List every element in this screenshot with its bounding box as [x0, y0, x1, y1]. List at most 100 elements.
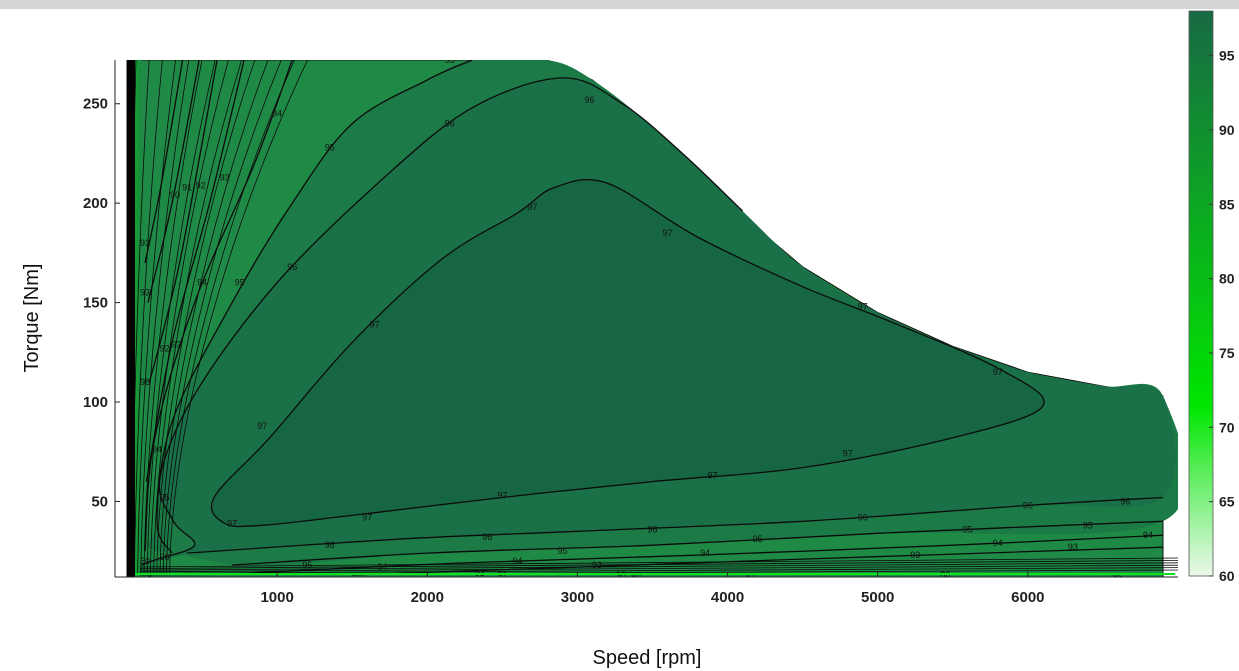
colorbar-tick-label: 65 — [1219, 494, 1235, 510]
colorbar-tick-label: 60 — [1219, 568, 1235, 584]
contour-label-low: 60 — [140, 556, 150, 566]
contour-label-96: 96 — [858, 512, 868, 522]
low-speed-contour — [146, 60, 216, 576]
y-tick-label: 250 — [83, 96, 108, 113]
contour-label-97: 97 — [497, 491, 507, 501]
contour-line-93 — [145, 60, 245, 482]
contour-label-93: 93 — [592, 560, 602, 570]
contour-label-97: 97 — [858, 302, 868, 312]
contour-label-94: 94 — [700, 548, 710, 558]
contour-label-95: 95 — [557, 546, 567, 556]
contour-label-97: 97 — [527, 202, 537, 212]
x-tick-label: 2000 — [411, 589, 444, 606]
low-speed-contour — [140, 60, 190, 576]
contour-label-97: 97 — [993, 367, 1003, 377]
y-tick-label: 150 — [83, 295, 108, 312]
x-tick-label: 1000 — [260, 589, 293, 606]
contour-label-94: 94 — [152, 445, 162, 455]
contour-line-95 — [232, 520, 1164, 566]
low-torque-bright-edge — [135, 573, 1175, 575]
contour-label-96: 96 — [325, 540, 335, 550]
contour-lines — [141, 60, 1164, 576]
contour-label-97: 97 — [257, 421, 267, 431]
contour-label-94: 94 — [993, 538, 1003, 548]
contour-label-97: 97 — [843, 449, 853, 459]
colorbar-gradient — [1188, 10, 1214, 577]
region-97-fill — [211, 179, 1045, 527]
y-tick-label: 200 — [83, 195, 108, 212]
contour-label-95: 95 — [753, 534, 763, 544]
y-tick-label: 100 — [83, 394, 108, 411]
contour-line-94 — [247, 534, 1164, 574]
contour-line-91 — [147, 60, 200, 303]
colorbar-tick-label: 70 — [1219, 419, 1235, 435]
contour-label-93: 93 — [171, 339, 181, 349]
colorbar-tick-label: 80 — [1219, 271, 1235, 287]
contour-label-97: 97 — [370, 320, 380, 330]
contour-line-96 — [187, 496, 1164, 554]
contour-label-95: 95 — [325, 143, 335, 153]
x-tick-label: 5000 — [861, 589, 894, 606]
x-axis-ticks: 1000 2000 3000 4000 5000 6000 — [260, 572, 1045, 606]
contour-label-96: 96 — [287, 262, 297, 272]
contour-label-low: 98 — [140, 377, 150, 387]
low-speed-contour — [156, 60, 256, 576]
contour-label-97: 97 — [362, 512, 372, 522]
colorbar-tick-label: 95 — [1219, 48, 1235, 64]
contour-label-96: 96 — [482, 532, 492, 542]
contour-label-94: 94 — [197, 278, 207, 288]
colorbar: 60 65 70 75 80 85 90 95 — [1188, 10, 1235, 584]
contour-line-97 — [210, 178, 1045, 528]
low-speed-contour — [134, 60, 163, 576]
contour-label-96: 96 — [159, 552, 169, 562]
low-speed-contour — [162, 60, 282, 576]
contour-label-95: 95 — [302, 560, 312, 570]
contour-label-94: 94 — [512, 556, 522, 566]
contour-label-90: 90 — [170, 190, 180, 200]
y-axis-title: Torque [Nm] — [21, 264, 43, 373]
contour-label-94: 94 — [377, 562, 387, 572]
contour-label-95: 95 — [445, 55, 455, 65]
x-tick-label: 3000 — [561, 589, 594, 606]
contour-label-96: 96 — [584, 95, 594, 105]
contour-label-92: 92 — [196, 180, 206, 190]
contour-line-94 — [144, 60, 293, 552]
contour-label-94: 94 — [272, 109, 282, 119]
contour-label-95: 95 — [159, 493, 169, 503]
contour-line-95 — [156, 60, 473, 554]
contour-label-93: 93 — [1068, 542, 1078, 552]
plot-area: 97 97 97 97 97 97 97 97 97 97 97 96 96 96 96 96 96 96 96 96… — [125, 55, 1178, 578]
low-speed-contour — [137, 60, 176, 576]
contour-label-95: 95 — [963, 524, 973, 534]
contour-label-93: 93 — [220, 172, 230, 182]
low-speed-contour-lines — [127, 60, 308, 576]
contour-label-94: 94 — [1143, 530, 1153, 540]
contour-label-97: 97 — [662, 228, 672, 238]
contour-labels: 97 97 97 97 97 97 97 97 97 97 97 96 96 96 96 96 96 96 96 96… — [140, 55, 1153, 578]
colorbar-tick-label: 90 — [1219, 122, 1235, 138]
contour-label-92: 92 — [159, 343, 169, 353]
y-tick-label: 50 — [91, 493, 108, 510]
axes: 1000 2000 3000 4000 5000 6000 50 100 150 200 250 — [83, 60, 1178, 606]
x-axis-title: Speed [rpm] — [593, 647, 702, 669]
contour-label-low: 93 — [140, 288, 150, 298]
colorbar-tick-label: 75 — [1219, 345, 1235, 361]
contour-label-96: 96 — [1120, 496, 1130, 506]
contour-label-95: 95 — [235, 278, 245, 288]
colorbar-tick-label: 85 — [1219, 196, 1235, 212]
contour-label-97: 97 — [708, 471, 718, 481]
low-speed-dense-edge — [127, 60, 135, 577]
low-speed-contour — [159, 60, 269, 576]
contour-label-93: 93 — [475, 568, 485, 578]
contour-label-95: 95 — [1083, 520, 1093, 530]
contour-label-93: 93 — [910, 550, 920, 560]
contour-line-96 — [141, 77, 744, 566]
contour-line-92 — [148, 60, 218, 383]
contour-label-low: 93 — [140, 238, 150, 248]
contour-label-97: 97 — [227, 518, 237, 528]
low-speed-contour — [166, 60, 295, 576]
low-speed-contour — [150, 60, 229, 576]
contour-label-91: 91 — [182, 182, 192, 192]
contour-label-96: 96 — [1023, 500, 1033, 510]
